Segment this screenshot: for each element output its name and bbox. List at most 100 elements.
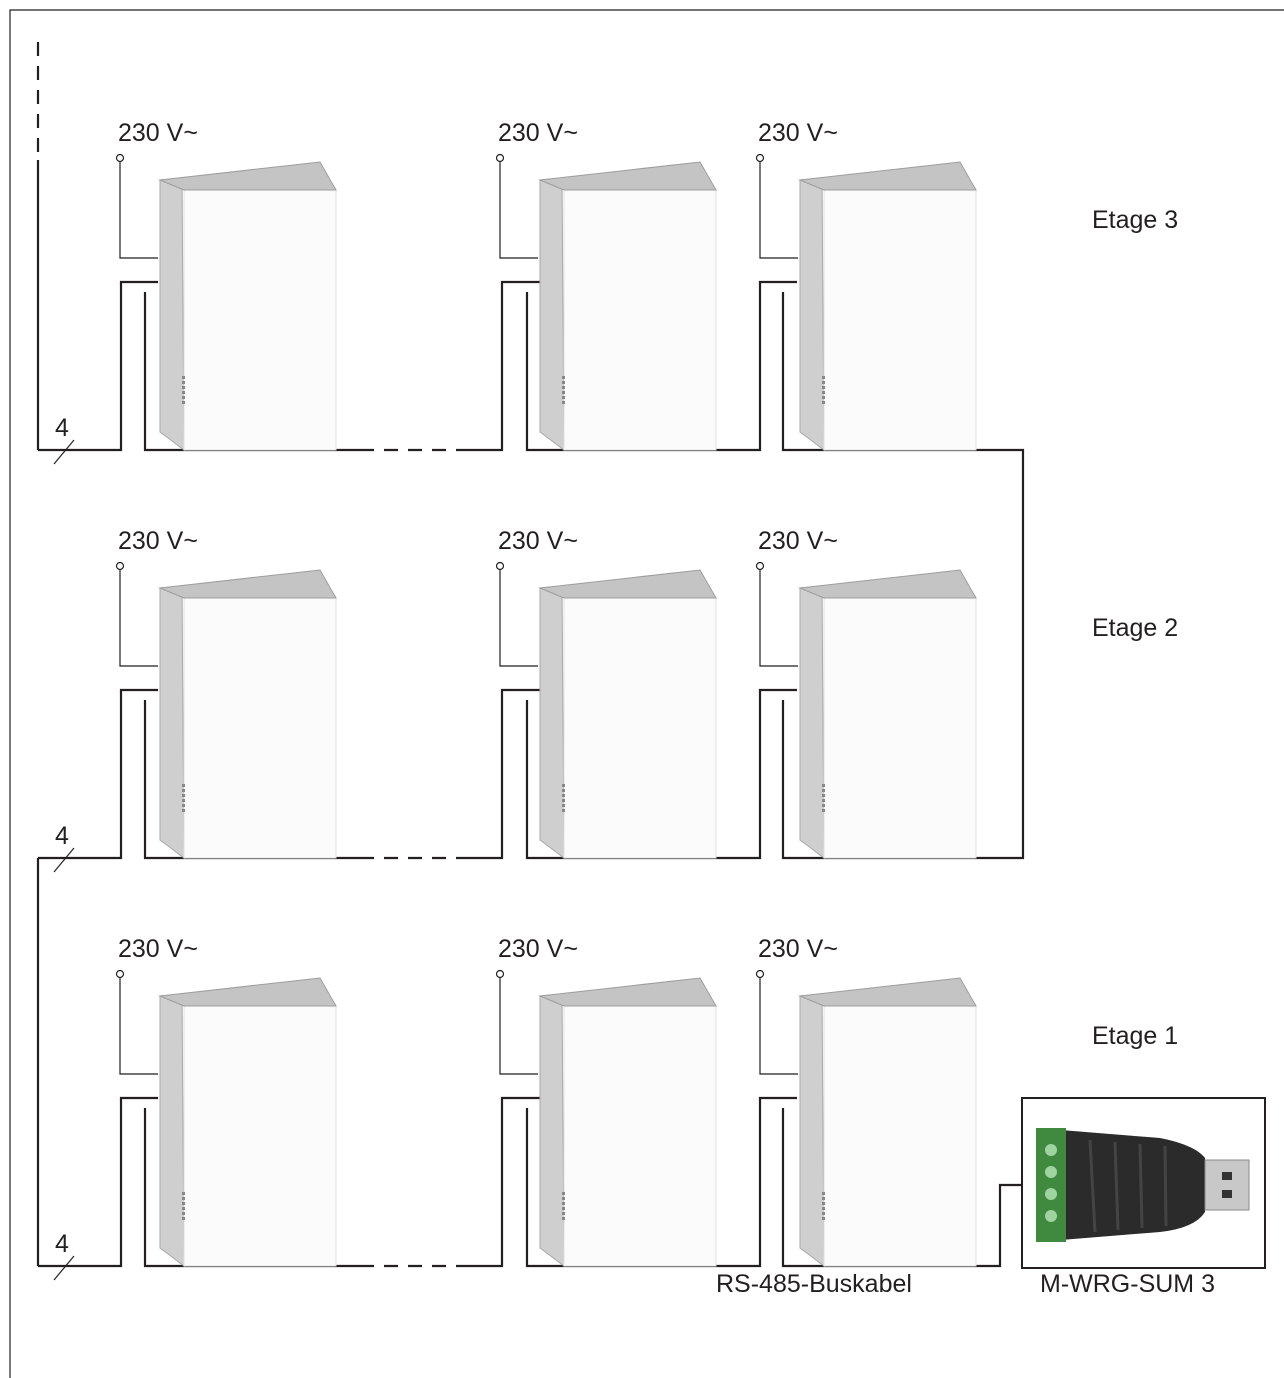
- unit-vent: [182, 1197, 185, 1200]
- voltage-label: 230 V~: [498, 935, 578, 963]
- unit-front: [563, 597, 717, 859]
- unit-vent: [182, 386, 185, 389]
- unit-vent: [822, 804, 825, 807]
- voltage-label: 230 V~: [758, 119, 838, 147]
- unit-vent: [562, 1212, 565, 1215]
- unit-vent: [562, 1207, 565, 1210]
- unit-front: [563, 189, 717, 451]
- unit-vent: [182, 381, 185, 384]
- floor-label: Etage 3: [1092, 206, 1178, 234]
- voltage-label: 230 V~: [118, 119, 198, 147]
- unit-vent: [182, 391, 185, 394]
- power-line: [499, 161, 538, 259]
- voltage-label: 230 V~: [118, 935, 198, 963]
- voltage-label: 230 V~: [758, 527, 838, 555]
- unit-vent: [822, 396, 825, 399]
- unit-vent: [182, 1202, 185, 1205]
- unit-vent: [562, 804, 565, 807]
- bus-line: [525, 688, 797, 860]
- bus-line: [470, 280, 540, 452]
- unit-vent: [822, 809, 825, 812]
- unit-side: [539, 177, 565, 452]
- unit-vent: [182, 799, 185, 802]
- unit-vent: [562, 799, 565, 802]
- unit-vent: [822, 386, 825, 389]
- unit-vent: [562, 789, 565, 792]
- power-line: [759, 569, 798, 667]
- power-line: [759, 977, 798, 1075]
- unit-vent: [822, 1207, 825, 1210]
- cable-tick: [53, 847, 75, 873]
- frame: [9, 9, 1284, 1378]
- unit-top: [158, 977, 337, 1007]
- unit-vent: [822, 784, 825, 787]
- bus-link: [781, 292, 1025, 860]
- unit-front: [823, 189, 977, 451]
- unit-vent: [562, 1217, 565, 1220]
- unit-vent: [822, 1217, 825, 1220]
- unit-vent: [822, 391, 825, 394]
- unit-vent: [182, 376, 185, 379]
- bus-line: [470, 688, 540, 860]
- voltage-label: 230 V~: [498, 119, 578, 147]
- terminal: [495, 969, 505, 979]
- unit-vent: [562, 391, 565, 394]
- bus-line: [38, 1096, 158, 1268]
- power-line: [119, 569, 158, 667]
- terminal: [115, 153, 125, 163]
- unit-side: [799, 585, 825, 860]
- unit-side: [159, 585, 185, 860]
- bus-line: [470, 1096, 540, 1268]
- unit-top: [798, 977, 977, 1007]
- unit-vent: [562, 809, 565, 812]
- bus-line: [38, 688, 158, 860]
- cable-tick: [53, 1255, 75, 1281]
- unit-vent: [182, 1217, 185, 1220]
- unit-top: [538, 569, 717, 599]
- unit-vent: [182, 784, 185, 787]
- unit-vent: [562, 784, 565, 787]
- power-line: [759, 161, 798, 259]
- unit-vent: [822, 789, 825, 792]
- unit-vent: [182, 1207, 185, 1210]
- cable-count: 4: [55, 822, 69, 850]
- unit-side: [159, 177, 185, 452]
- cable-count: 4: [55, 414, 69, 442]
- terminal: [115, 969, 125, 979]
- unit-side: [539, 585, 565, 860]
- unit-vent: [822, 1212, 825, 1215]
- unit-side: [539, 993, 565, 1268]
- unit-vent: [562, 401, 565, 404]
- unit-side: [159, 993, 185, 1268]
- terminal: [755, 561, 765, 571]
- unit-front: [823, 597, 977, 859]
- unit-vent: [182, 401, 185, 404]
- unit-vent: [822, 381, 825, 384]
- unit-top: [158, 161, 337, 191]
- unit-vent: [182, 809, 185, 812]
- converter-label: M-WRG-SUM 3: [1040, 1270, 1215, 1298]
- unit-vent: [822, 1202, 825, 1205]
- unit-front: [183, 189, 337, 451]
- usb-converter: [1036, 1128, 1250, 1242]
- unit-vent: [822, 1197, 825, 1200]
- unit-top: [538, 977, 717, 1007]
- unit-vent: [562, 1202, 565, 1205]
- power-line: [119, 977, 158, 1075]
- unit-top: [158, 569, 337, 599]
- unit-vent: [182, 804, 185, 807]
- unit-vent: [562, 376, 565, 379]
- voltage-label: 230 V~: [118, 527, 198, 555]
- unit-vent: [562, 1192, 565, 1195]
- floor-label: Etage 1: [1092, 1022, 1178, 1050]
- bus-line: [38, 280, 158, 452]
- unit-vent: [822, 401, 825, 404]
- cable-tick: [53, 439, 75, 465]
- unit-vent: [562, 381, 565, 384]
- unit-vent: [562, 1197, 565, 1200]
- unit-front: [563, 1005, 717, 1267]
- power-line: [119, 161, 158, 259]
- unit-side: [799, 993, 825, 1268]
- unit-side: [799, 177, 825, 452]
